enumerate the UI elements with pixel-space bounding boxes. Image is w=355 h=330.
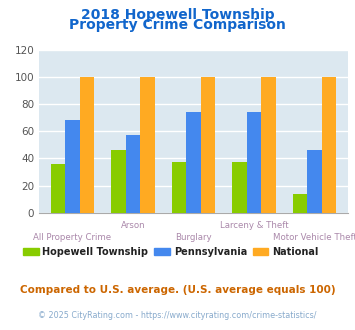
Bar bbox=[111, 150, 126, 213]
Bar bbox=[232, 162, 247, 213]
Bar bbox=[247, 112, 261, 213]
Bar bbox=[65, 120, 80, 213]
Text: © 2025 CityRating.com - https://www.cityrating.com/crime-statistics/: © 2025 CityRating.com - https://www.city… bbox=[38, 311, 317, 320]
Bar bbox=[50, 164, 65, 213]
Bar bbox=[307, 150, 322, 213]
Bar bbox=[186, 112, 201, 213]
Text: Larceny & Theft: Larceny & Theft bbox=[220, 221, 288, 230]
Text: Burglary: Burglary bbox=[175, 233, 212, 242]
Bar bbox=[80, 77, 94, 213]
Legend: Hopewell Township, Pennsylvania, National: Hopewell Township, Pennsylvania, Nationa… bbox=[19, 243, 322, 261]
Text: All Property Crime: All Property Crime bbox=[33, 233, 111, 242]
Text: Arson: Arson bbox=[121, 221, 145, 230]
Text: Motor Vehicle Theft: Motor Vehicle Theft bbox=[273, 233, 355, 242]
Bar bbox=[293, 194, 307, 213]
Bar bbox=[322, 77, 337, 213]
Bar bbox=[126, 135, 140, 213]
Text: 2018 Hopewell Township: 2018 Hopewell Township bbox=[81, 8, 274, 22]
Text: Compared to U.S. average. (U.S. average equals 100): Compared to U.S. average. (U.S. average … bbox=[20, 285, 335, 295]
Bar bbox=[172, 162, 186, 213]
Bar bbox=[140, 77, 155, 213]
Bar bbox=[201, 77, 215, 213]
Bar bbox=[261, 77, 276, 213]
Text: Property Crime Comparison: Property Crime Comparison bbox=[69, 18, 286, 32]
